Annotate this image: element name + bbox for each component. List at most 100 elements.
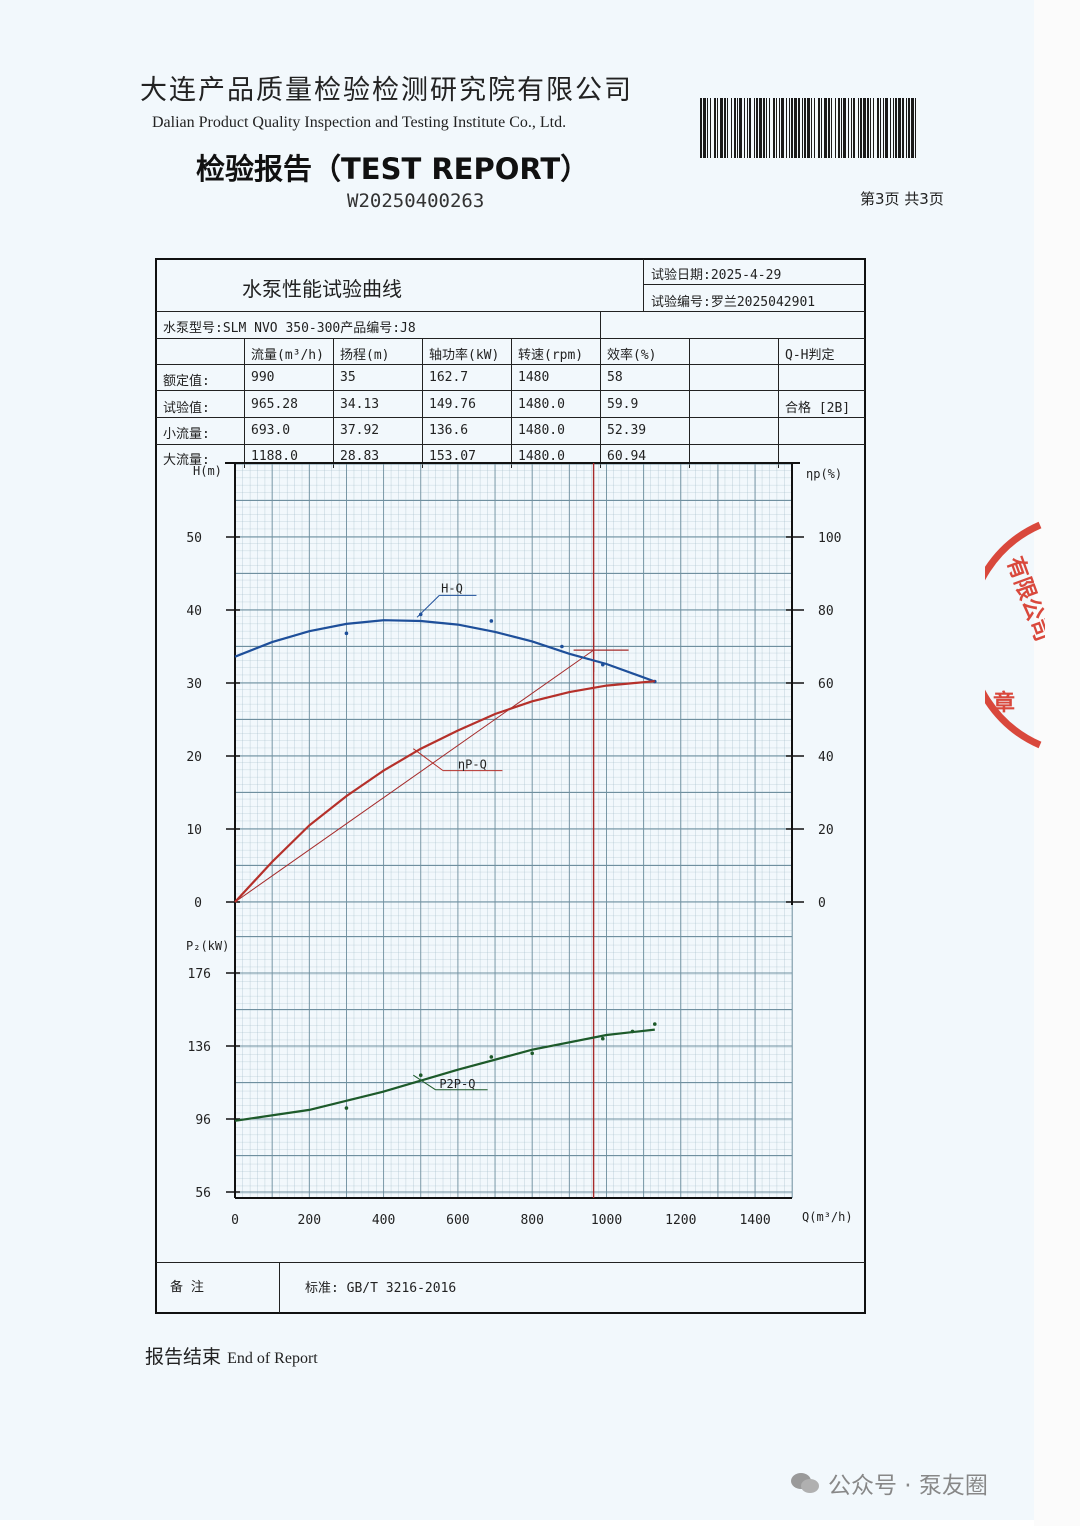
barcode-bar — [818, 98, 820, 158]
barcode-bar — [766, 98, 767, 158]
barcode-bar — [831, 98, 832, 158]
barcode-bar — [824, 98, 827, 158]
judgement-result: 合格 [2B] — [785, 401, 851, 416]
watermark: 公众号 · 泵友圈 — [790, 1466, 988, 1500]
barcode-bar — [867, 98, 869, 158]
barcode-bar — [802, 98, 803, 158]
barcode-bar — [893, 98, 894, 158]
test-date: 试验日期:2025-4-29 — [651, 268, 782, 283]
standard-text: 标准: GB/T 3216-2016 — [305, 1281, 457, 1296]
test-number: 试验编号:罗兰2025042901 — [651, 295, 816, 310]
barcode-bar — [700, 98, 702, 158]
barcode-bar — [717, 98, 718, 158]
barcode-bar — [804, 98, 806, 158]
barcode-bar — [754, 98, 755, 158]
table-cell: 1188.0 — [251, 449, 298, 464]
end-of-report: 报告结束 End of Report — [145, 1342, 318, 1369]
svg-text:章: 章 — [993, 690, 1015, 716]
table-cell: 52.39 — [607, 423, 647, 438]
barcode-bar — [906, 98, 907, 158]
barcode-bar — [848, 98, 849, 158]
barcode-bar — [703, 98, 706, 158]
end-cn: 报告结束 — [145, 1346, 222, 1368]
col-flow: 流量(m³/h) — [251, 348, 324, 363]
barcode-bar — [763, 98, 765, 158]
barcode-bar — [714, 98, 716, 158]
org-name-en: Dalian Product Quality Inspection and Te… — [152, 114, 567, 131]
table-cell: 34.13 — [340, 397, 380, 412]
barcode-bar — [915, 98, 916, 158]
barcode-bar — [779, 98, 780, 158]
table-cell: 965.28 — [251, 397, 298, 412]
barcode-bar — [908, 98, 910, 158]
barcode-bar — [828, 98, 830, 158]
barcode-bar — [880, 98, 881, 158]
barcode-bar — [858, 98, 859, 158]
barcode-bar — [749, 98, 751, 158]
barcode-bar — [898, 98, 901, 158]
table-cell: 1480.0 — [518, 423, 565, 438]
table-cell: 60.94 — [607, 449, 647, 464]
table-cell: 1480 — [518, 370, 550, 385]
table-cell: 162.7 — [429, 370, 469, 385]
barcode-bar — [895, 98, 897, 158]
barcode-bar — [873, 98, 874, 158]
barcode-bar — [707, 98, 708, 158]
barcode-bar — [885, 98, 888, 158]
barcode-bar — [791, 98, 793, 158]
col-judgement: Q-H判定 — [785, 348, 835, 363]
barcode-bar — [710, 98, 711, 158]
table-cell: 149.76 — [429, 397, 476, 412]
barcode-bar — [789, 98, 790, 158]
barcode-bar — [747, 98, 748, 158]
pump-model: 水泵型号:SLM NVO 350-300产品编号:J8 — [163, 321, 416, 336]
barcode-bar — [863, 98, 866, 158]
table-cell: 990 — [251, 370, 275, 385]
barcode-bar — [794, 98, 797, 158]
org-name-cn: 大连产品质量检验检测研究院有限公司 — [140, 75, 633, 106]
barcode-bar — [853, 98, 855, 158]
row-label: 大流量: — [163, 453, 210, 468]
barcode-bar — [781, 98, 784, 158]
page-info: 第3页 共3页 — [860, 190, 944, 208]
remarks-label: 备 注 — [170, 1280, 204, 1295]
barcode-bar — [731, 98, 732, 158]
barcode-bar — [776, 98, 777, 158]
wechat-icon — [791, 1473, 819, 1493]
barcode-bar — [734, 98, 736, 158]
row-label: 额定值: — [163, 374, 210, 389]
barcode-bar — [798, 98, 800, 158]
col-efficiency: 效率(%) — [607, 348, 657, 363]
barcode-bar — [744, 98, 745, 158]
table-cell: 136.6 — [429, 423, 469, 438]
row-label: 小流量: — [163, 427, 210, 442]
barcode-icon — [700, 98, 916, 158]
barcode-bar — [769, 98, 770, 158]
table-cell: 59.9 — [607, 397, 639, 412]
barcode-bar — [883, 98, 884, 158]
table-cell: 35 — [340, 370, 356, 385]
barcode-bar — [821, 98, 822, 158]
barcode-bar — [911, 98, 914, 158]
end-en: End of Report — [227, 1350, 318, 1367]
barcode-bar — [807, 98, 810, 158]
barcode-bar — [835, 98, 836, 158]
barcode-bar — [737, 98, 738, 158]
barcode-bar — [739, 98, 742, 158]
barcode-bar — [843, 98, 846, 158]
table-cell: 37.92 — [340, 423, 380, 438]
barcode-bar — [724, 98, 726, 158]
barcode-bar — [727, 98, 728, 158]
barcode-bar — [773, 98, 775, 158]
barcode-bar — [720, 98, 723, 158]
col-power: 轴功率(kW) — [429, 348, 500, 363]
watermark-text: 公众号 · 泵友圈 — [828, 1473, 988, 1499]
table-cell: 28.83 — [340, 449, 380, 464]
table-cell: 693.0 — [251, 423, 291, 438]
barcode-bar — [851, 98, 852, 158]
sheet-title: 水泵性能试验曲线 — [242, 277, 402, 301]
page-margin — [1034, 0, 1080, 1526]
test-sheet-frame — [155, 258, 866, 1314]
table-cell: 153.07 — [429, 449, 476, 464]
company-seal-icon: 有限公司 章 — [985, 521, 1045, 749]
